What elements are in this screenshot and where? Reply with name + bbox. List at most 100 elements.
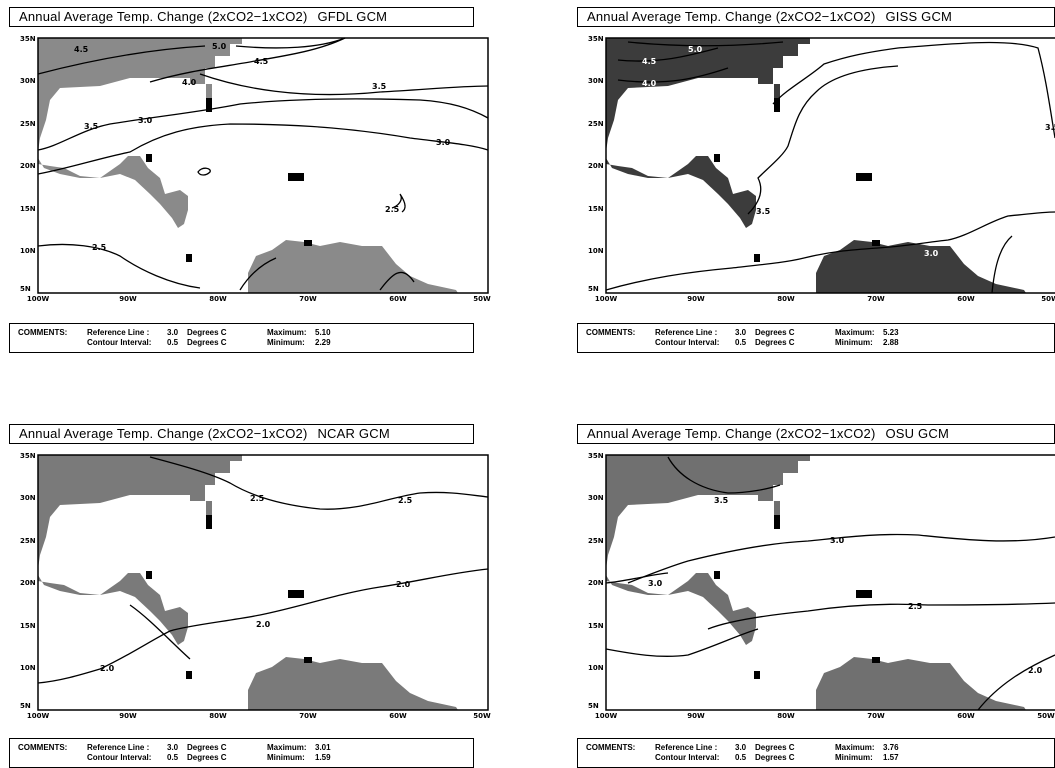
x-tick-label: 50W: [1037, 712, 1055, 720]
y-tick-label: 30N: [20, 77, 36, 85]
x-tick-label: 80W: [777, 712, 795, 720]
contour-label: 4.0: [642, 79, 657, 88]
reference-line-value: 3.0: [735, 743, 747, 752]
minimum-label: Minimum:: [267, 338, 305, 347]
reference-line-value: 3.0: [735, 328, 747, 337]
x-tick-label: 80W: [209, 712, 227, 720]
minimum-label: Minimum:: [267, 753, 305, 762]
contour-label: 2.5: [92, 243, 107, 252]
minimum-value: 1.59: [315, 753, 331, 762]
panel-model-name: GFDL GCM: [317, 9, 388, 24]
x-tick-label: 50W: [473, 712, 491, 720]
y-tick-label: 15N: [20, 205, 36, 213]
x-axis-ticks: 100W 90W 80W 70W 60W 50W: [27, 295, 491, 303]
x-tick-label: 60W: [957, 712, 975, 720]
y-tick-label: 25N: [20, 537, 36, 545]
reference-line-label: Reference Line :: [655, 743, 718, 752]
contour-label: 3.0: [924, 249, 939, 258]
x-tick-label: 100W: [27, 295, 50, 303]
map-panel-osu: 3.5 3.0 3.0 2.5 2.0 2.0 35N 30N 25N 20N …: [588, 452, 1055, 720]
x-tick-label: 70W: [299, 295, 317, 303]
contour-label: 5.0: [688, 45, 703, 54]
comments-box-ncar: COMMENTS: Reference Line : 3.0 Degrees C…: [9, 738, 474, 768]
y-tick-label: 15N: [588, 205, 604, 213]
y-tick-label: 25N: [20, 120, 36, 128]
y-tick-label: 10N: [588, 247, 604, 255]
x-tick-label: 70W: [299, 712, 317, 720]
land-mass-north-america: [38, 38, 458, 293]
comments-label: COMMENTS:: [586, 743, 636, 752]
contour-label: 4.0: [182, 78, 197, 87]
contour-label: 4.5: [254, 57, 269, 66]
x-tick-label: 90W: [119, 295, 137, 303]
minimum-label: Minimum:: [835, 753, 873, 762]
contour-label: 2.0: [396, 580, 411, 589]
contour-label: 2.0: [698, 620, 713, 629]
contour-labels: 5.0 4.5 4.0 3.5 3.5 3.0: [642, 45, 1055, 258]
reference-line-label: Reference Line :: [87, 328, 150, 337]
contour-lines: [605, 41, 1055, 294]
reference-line-units: Degrees C: [187, 328, 227, 337]
contour-label: 3.0: [138, 116, 153, 125]
panel-model-name: OSU GCM: [885, 426, 949, 441]
land-mass-detail-islands: [146, 515, 312, 679]
y-tick-label: 25N: [588, 120, 604, 128]
y-tick-label: 30N: [588, 77, 604, 85]
contour-label: 3.5: [84, 122, 99, 131]
reference-line-value: 3.0: [167, 743, 179, 752]
reference-line-label: Reference Line :: [87, 743, 150, 752]
contour-lines: [605, 456, 1055, 711]
x-axis-ticks: 100W 90W 80W 70W 60W 50W: [595, 295, 1055, 303]
contour-interval-units: Degrees C: [755, 338, 795, 347]
y-tick-label: 20N: [588, 579, 604, 587]
x-tick-label: 100W: [27, 712, 50, 720]
contour-label: 2.5: [250, 494, 265, 503]
map-panel-gfdl: 4.5 5.0 4.5 4.0 3.5 3.5 3.0 3.0 2.5 2.5 …: [20, 35, 491, 303]
contour-label: 3.5: [1045, 123, 1055, 132]
y-tick-label: 25N: [588, 537, 604, 545]
land-mass-north-america: [606, 38, 1026, 293]
contour-interval-units: Degrees C: [755, 753, 795, 762]
minimum-label: Minimum:: [835, 338, 873, 347]
contour-interval-units: Degrees C: [187, 753, 227, 762]
minimum-value: 1.57: [883, 753, 899, 762]
maximum-label: Maximum:: [267, 328, 307, 337]
panel-model-name: GISS GCM: [885, 9, 953, 24]
y-tick-label: 35N: [588, 35, 604, 43]
y-tick-label: 10N: [588, 664, 604, 672]
comments-label: COMMENTS:: [18, 743, 68, 752]
x-tick-label: 60W: [957, 295, 975, 303]
maximum-label: Maximum:: [835, 328, 875, 337]
map-panel-ncar: 2.5 2.5 2.0 2.0 2.0 35N 30N 25N 20N 15N …: [20, 452, 491, 720]
x-tick-label: 90W: [687, 295, 705, 303]
maximum-value: 3.76: [883, 743, 899, 752]
x-tick-label: 90W: [119, 712, 137, 720]
reference-line-label: Reference Line :: [655, 328, 718, 337]
contour-labels: 2.5 2.5 2.0 2.0 2.0: [100, 494, 413, 673]
contour-label: 3.5: [714, 496, 729, 505]
comments-label: COMMENTS:: [18, 328, 68, 337]
y-tick-label: 10N: [20, 247, 36, 255]
contour-interval-units: Degrees C: [187, 338, 227, 347]
contour-interval-label: Contour Interval:: [87, 753, 152, 762]
contour-label: 2.5: [398, 496, 413, 505]
y-axis-ticks: 35N 30N 25N 20N 15N 10N 5N: [588, 35, 604, 293]
contour-interval-label: Contour Interval:: [655, 753, 720, 762]
panel-title-text: Annual Average Temp. Change (2xCO2−1xCO2…: [19, 9, 308, 24]
reference-line-value: 3.0: [167, 328, 179, 337]
y-tick-label: 5N: [588, 285, 599, 293]
contour-label: 3.0: [648, 579, 663, 588]
panel-title-giss: Annual Average Temp. Change (2xCO2−1xCO2…: [577, 7, 1055, 27]
x-tick-label: 50W: [473, 295, 491, 303]
contour-lines: [37, 37, 489, 291]
maximum-label: Maximum:: [835, 743, 875, 752]
contour-label: 3.5: [756, 207, 771, 216]
contour-interval-value: 0.5: [735, 338, 747, 347]
minimum-value: 2.88: [883, 338, 899, 347]
y-tick-label: 15N: [588, 622, 604, 630]
land-mass-north-america: [38, 455, 458, 710]
x-tick-label: 80W: [209, 295, 227, 303]
y-tick-label: 35N: [20, 35, 36, 43]
contour-interval-label: Contour Interval:: [655, 338, 720, 347]
y-tick-label: 35N: [588, 452, 604, 460]
